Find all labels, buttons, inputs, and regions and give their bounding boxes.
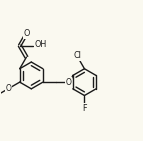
Text: OH: OH	[35, 40, 47, 49]
Text: O: O	[65, 78, 71, 87]
Text: O: O	[5, 84, 11, 93]
Text: F: F	[82, 104, 87, 113]
Text: Cl: Cl	[73, 51, 81, 60]
Text: O: O	[23, 29, 30, 38]
